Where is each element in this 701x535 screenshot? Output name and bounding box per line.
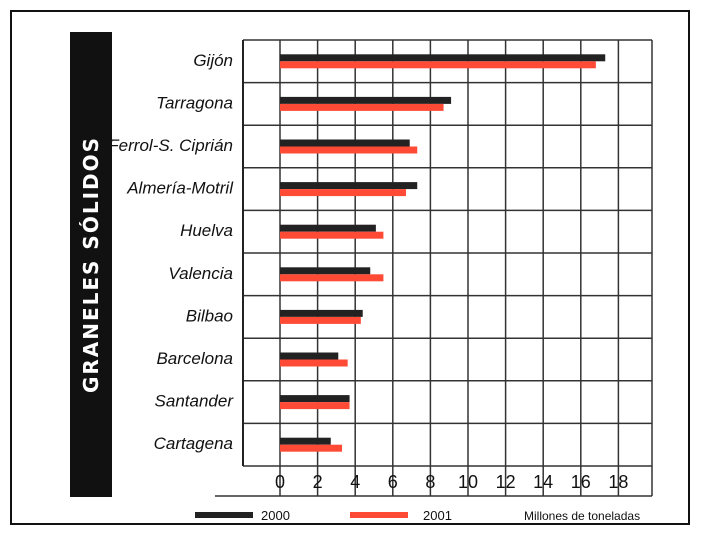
bar-2001-valencia (280, 274, 384, 282)
x-tick-label: 4 (350, 472, 360, 492)
x-tick-label: 0 (275, 472, 285, 492)
legend: 2000 2001 Millones de toneladas (195, 508, 640, 523)
bar-2001-bilbao (280, 316, 361, 324)
legend-swatch-2000 (195, 512, 253, 518)
category-label: Valencia (168, 264, 233, 283)
legend-label-2000: 2000 (261, 508, 290, 523)
bar-2001-barcelona (280, 359, 348, 367)
legend-swatch-2001 (350, 512, 408, 518)
category-label: Almería-Motril (126, 179, 234, 198)
x-tick-labels: 0 2 4 6 8 10 12 14 16 18 (275, 472, 628, 492)
legend-label-2001: 2001 (423, 508, 452, 523)
category-label: Ferrol-S. Ciprián (108, 136, 233, 155)
x-tick-label: 14 (533, 472, 553, 492)
category-label: Cartagena (154, 434, 233, 453)
bar-2000-santander (280, 395, 350, 403)
bar-2000-valencia (280, 267, 371, 275)
category-label: Barcelona (156, 349, 233, 368)
grid (215, 39, 653, 497)
units-label: Millones de toneladas (524, 509, 640, 523)
category-label: Santander (155, 392, 235, 411)
x-tick-label: 6 (388, 472, 398, 492)
bar-2000-barcelona (280, 352, 339, 360)
x-tick-label: 18 (608, 472, 628, 492)
bar-2000-gij-n (280, 54, 606, 62)
bar-2000-ferrol-s-cipri-n (280, 139, 410, 147)
bars (280, 54, 606, 452)
category-labels: Gijón Tarragona Ferrol-S. Ciprián Almería-M… (108, 51, 234, 453)
bar-2001-huelva (280, 231, 384, 239)
x-tick-label: 16 (571, 472, 591, 492)
section-title-bar: GRANELES SÓLIDOS (70, 32, 112, 497)
x-tick-label: 10 (458, 472, 478, 492)
bar-2000-tarragona (280, 96, 452, 104)
bar-2000-bilbao (280, 309, 363, 317)
x-tick-label: 2 (313, 472, 323, 492)
category-label: Bilbao (186, 306, 233, 325)
bar-2001-santander (280, 402, 350, 410)
bar-2001-tarragona (280, 103, 444, 111)
bar-2000-cartagena (280, 437, 331, 445)
category-label: Gijón (193, 51, 233, 70)
bar-2001-gij-n (280, 61, 596, 69)
bar-2001-almer-a-motril (280, 189, 406, 197)
category-label: Huelva (180, 221, 233, 240)
bar-2000-huelva (280, 224, 376, 232)
x-tick-label: 12 (496, 472, 516, 492)
x-tick-label: 8 (425, 472, 435, 492)
bar-2001-ferrol-s-cipri-n (280, 146, 418, 154)
category-label: Tarragona (156, 93, 233, 112)
bar-2001-cartagena (280, 444, 343, 452)
bar-2000-almer-a-motril (280, 182, 418, 190)
